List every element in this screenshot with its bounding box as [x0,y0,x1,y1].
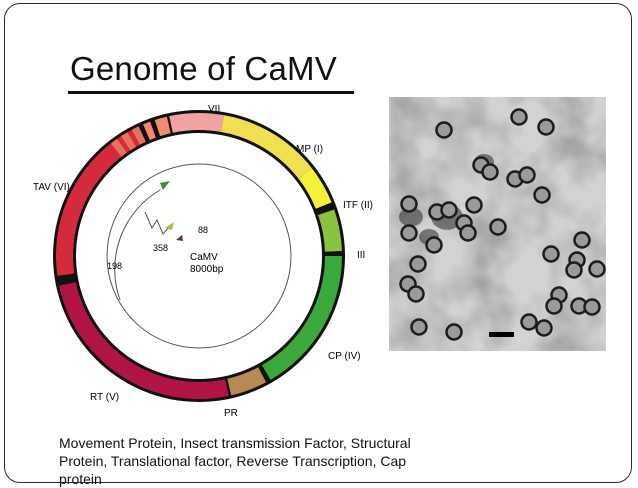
virus-particle [520,313,538,331]
virus-particle [459,224,477,242]
genome-segment-tav-vi [56,126,146,276]
genome-stripe-1 [110,138,127,157]
segment-label-mp: MP (I) [296,144,323,155]
virus-particle [588,260,606,278]
caption-line-2: Protein, Translational factor, Reverse T… [59,453,407,469]
slide-caption: Movement Protein, Insect transmission Fa… [59,434,479,488]
particle-aggregate [399,207,423,227]
red-arrow-icon [176,235,183,241]
virus-particle [510,108,528,126]
slide-title: Genome of CaMV [70,50,337,87]
scale-bar [489,332,514,337]
inner-circle [106,163,292,349]
position-label-198: 198 [107,261,122,271]
virus-particle [518,166,536,184]
segment-label-cp: CP (IV) [328,351,361,362]
genome-segment-rt-v [59,282,229,399]
virus-particle [435,121,453,139]
yellow-arrow-icon [165,222,174,230]
virus-particle [400,195,418,213]
virus-particle [545,297,563,315]
genome-segment-cp-iv [262,256,342,380]
virus-particle [407,285,425,303]
genome-stripe-4 [143,121,156,141]
virus-particle [535,319,553,337]
center-label-size: 8000bp [190,264,224,275]
segment-label-iii: III [357,250,365,261]
virus-particle [410,318,428,336]
genome-stripe-3 [131,126,146,145]
transcript-arrow-198 [114,189,161,301]
virus-particle [533,186,551,204]
position-label-358: 358 [153,243,168,253]
genome-segment-itf-ii [298,167,332,209]
virus-particle [537,118,555,136]
genome-ring-inner-space [76,133,322,379]
genome-stripe-2 [121,132,136,151]
caption-line-1: Movement Protein, Insect transmission Fa… [59,435,411,451]
virus-particle [573,231,591,249]
virus-particle [425,236,443,254]
segment-label-itf: ITF (II) [343,200,373,211]
virus-particle [409,255,427,273]
genome-stripe-5 [154,116,171,137]
virus-particle [565,261,583,279]
virus-particle [583,298,601,316]
virus-micrograph-image [389,97,606,351]
segment-label-pr: PR [224,408,238,419]
virus-particle [465,196,483,214]
genome-segment-iii [318,209,342,252]
segment-label-rt: RT (V) [90,392,119,403]
position-label-88: 88 [198,225,208,235]
genome-segment-vii [169,113,224,133]
title-underline [68,91,354,94]
virus-particle [489,218,507,236]
genome-segment-pr [227,367,267,396]
virus-particle [445,323,463,341]
wavy-arrow [144,211,173,235]
virus-particle [542,245,560,263]
caption-line-3: protein [59,471,102,487]
genome-segment-mp-i [220,115,312,179]
green-arrow-icon [160,181,170,190]
virus-particle [400,224,418,242]
segment-label-tav: TAV (VI) [33,182,70,193]
center-label-camv: CaMV [190,252,218,263]
segment-label-vii: VII [208,104,220,115]
virus-particle [440,201,458,219]
virus-particle [481,163,499,181]
